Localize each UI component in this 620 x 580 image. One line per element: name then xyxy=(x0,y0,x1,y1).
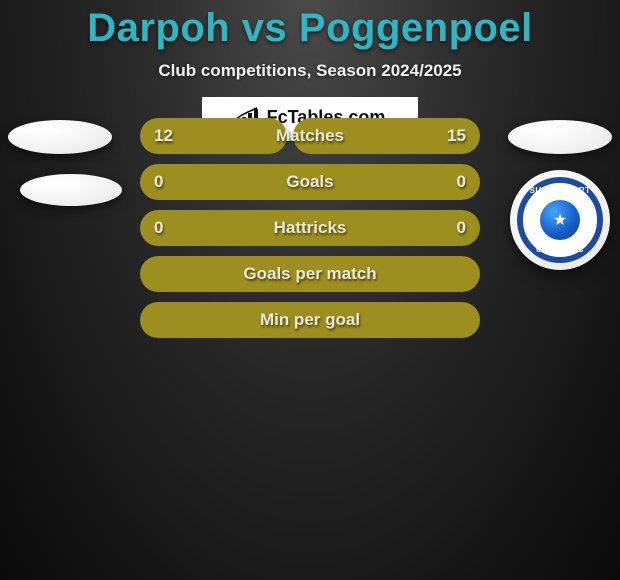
stat-row: 00Hattricks xyxy=(140,210,480,246)
stat-label: Min per goal xyxy=(140,302,480,338)
club-badge: SUPERSPORT ★ UNITED FC xyxy=(510,170,610,270)
stat-label: Hattricks xyxy=(140,210,480,246)
club-badge-ring: SUPERSPORT ★ UNITED FC xyxy=(517,177,603,263)
player-oval-placeholder xyxy=(508,120,612,154)
club-badge-bottom-text: UNITED FC xyxy=(523,245,597,254)
subtitle: Club competitions, Season 2024/2025 xyxy=(0,61,620,81)
club-badge-top-text: SUPERSPORT xyxy=(523,186,597,195)
stat-label: Matches xyxy=(140,118,480,154)
player-oval-placeholder xyxy=(20,174,122,206)
stat-row: Goals per match xyxy=(140,256,480,292)
stat-row: 00Goals xyxy=(140,164,480,200)
club-badge-star-icon: ★ xyxy=(553,210,567,230)
player-oval-placeholder xyxy=(8,120,112,154)
stat-label: Goals per match xyxy=(140,256,480,292)
stat-label: Goals xyxy=(140,164,480,200)
page-title: Darpoh vs Poggenpoel xyxy=(0,0,620,51)
stat-row: Min per goal xyxy=(140,302,480,338)
stat-row: 1215Matches xyxy=(140,118,480,154)
